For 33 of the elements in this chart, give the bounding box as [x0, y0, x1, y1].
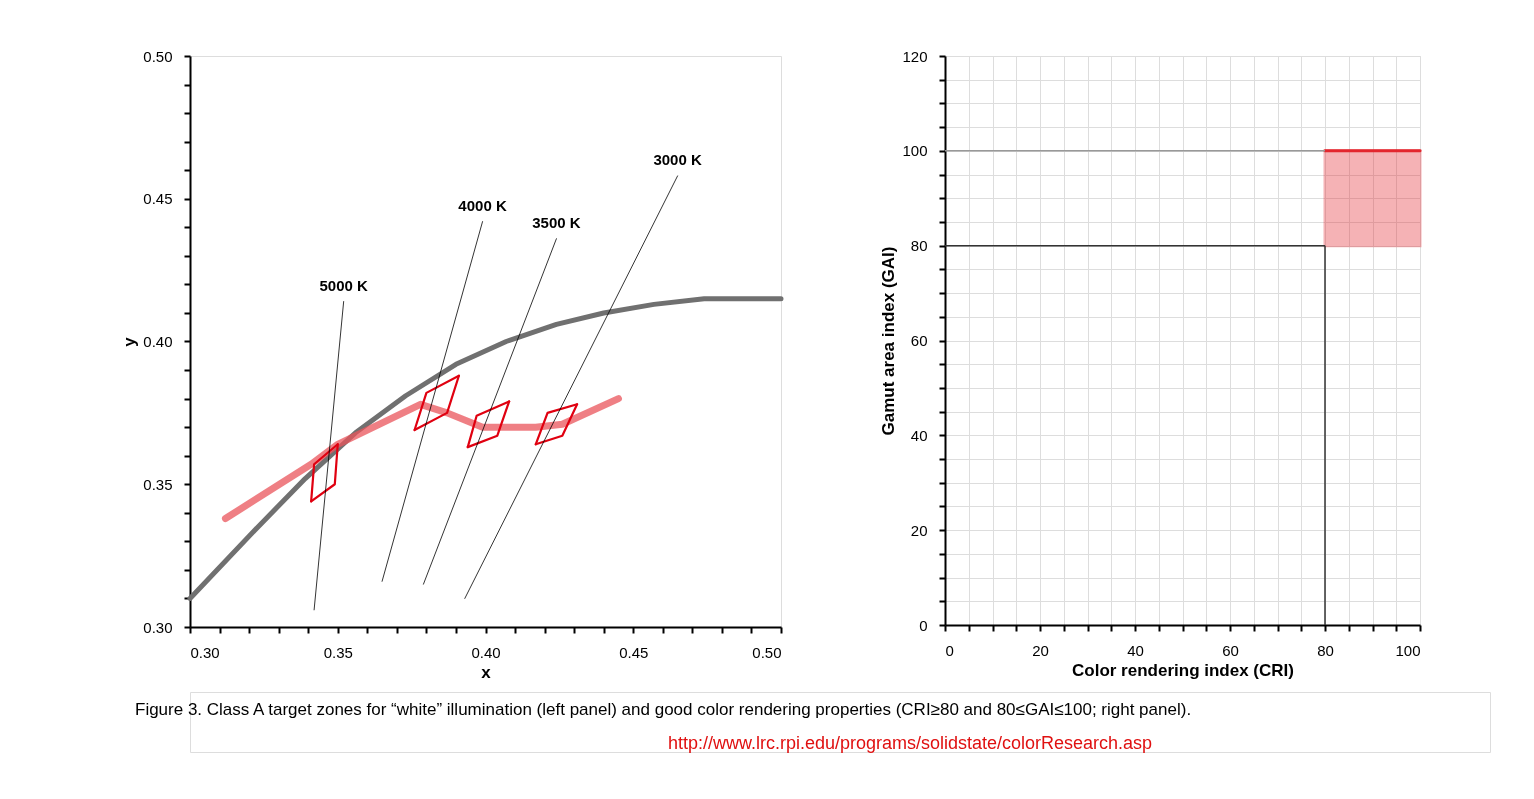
x-tick-label: 0.40: [471, 643, 501, 661]
y-tick-label: 40: [910, 426, 928, 444]
y-axis-title: y: [120, 336, 140, 347]
annotation: 3000 K: [653, 150, 702, 168]
y-tick-label: 0.45: [143, 190, 173, 208]
y-tick-label: 80: [910, 237, 928, 255]
y-tick-label: 0.40: [143, 333, 173, 350]
y-tick-label: 120: [902, 47, 928, 65]
x-tick-label: 40: [1127, 641, 1144, 659]
x-tick-label: 80: [1317, 641, 1334, 659]
annotation: 4000 K: [458, 196, 507, 214]
annotation: 5000 K: [319, 276, 369, 294]
y-tick-label: 0.35: [143, 475, 173, 493]
y-axis-title: Gamut area index (GAI): [879, 246, 899, 436]
y-tick-label: 20: [910, 521, 928, 539]
y-tick-label: 100: [902, 142, 928, 160]
x-tick-label: 60: [1222, 641, 1239, 659]
annotation: 3500 K: [532, 213, 581, 231]
text: http://www.lrc.rpi.edu/programs/solidstate/colorResearch.asp: [667, 733, 1153, 753]
x-tick-label: 0.30: [190, 643, 220, 661]
y-tick-label: 0: [919, 616, 928, 634]
x-tick-label: 0.45: [619, 643, 649, 661]
y-tick-label: 60: [910, 332, 928, 349]
x-axis-title: Color rendering index (CRI): [1072, 660, 1294, 680]
y-tick-label: 0.30: [143, 618, 173, 636]
x-axis-title: x: [481, 662, 492, 682]
x-tick-label: 0: [945, 641, 954, 659]
x-tick-label: 0.50: [752, 643, 782, 661]
x-tick-label: 100: [1395, 641, 1421, 659]
x-tick-label: 20: [1032, 641, 1049, 659]
y-tick-label: 0.50: [143, 47, 173, 65]
x-tick-label: 0.35: [323, 643, 353, 661]
caption: Figure 3. Class A target zones for “white” illumination (left panel) and good color rendering properties (CRI≥80 and 80≤GAI≤100; right panel).: [135, 700, 1192, 719]
